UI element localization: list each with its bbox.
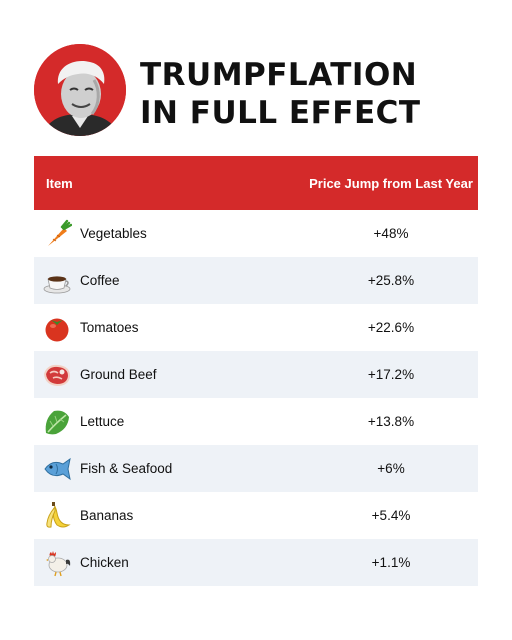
price-jump-value: +48% (373, 226, 409, 241)
price-table: Item Price Jump from Last Year Vegetable… (34, 156, 478, 586)
steak-icon (42, 360, 72, 390)
price-jump-value: +5.4% (371, 508, 411, 523)
headline-line-1: TRUMPFLATION (140, 57, 418, 93)
item-name: Tomatoes (80, 320, 139, 335)
item-name: Lettuce (80, 414, 125, 429)
table-row: Coffee +25.8% (34, 257, 478, 304)
header: TRUMPFLATION IN FULL EFFECT (34, 44, 478, 148)
item-name: Bananas (80, 508, 134, 523)
column-header-price-jump: Price Jump from Last Year (309, 175, 473, 191)
table-row: Ground Beef +17.2% (34, 351, 478, 398)
column-header-item: Item (46, 175, 73, 191)
headline: TRUMPFLATION IN FULL EFFECT (140, 56, 480, 132)
portrait-icon (34, 44, 126, 136)
table-header: Item Price Jump from Last Year (34, 156, 478, 210)
headline-line-2: IN FULL EFFECT (140, 95, 421, 131)
table-row: Lettuce +13.8% (34, 398, 478, 445)
item-name: Vegetables (80, 226, 147, 241)
tomato-icon (42, 313, 72, 343)
table-row: Tomatoes +22.6% (34, 304, 478, 351)
banana-icon (42, 501, 72, 531)
table-row: Bananas +5.4% (34, 492, 478, 539)
lettuce-icon (42, 407, 72, 437)
price-jump-value: +25.8% (367, 273, 415, 288)
price-jump-value: +22.6% (367, 320, 415, 335)
fish-icon (42, 454, 72, 484)
item-name: Chicken (80, 555, 129, 570)
item-name: Fish & Seafood (80, 461, 173, 476)
price-jump-value: +13.8% (367, 414, 415, 429)
table-row: Fish & Seafood +6% (34, 445, 478, 492)
rooster-icon (42, 548, 72, 578)
price-jump-value: +6% (377, 461, 405, 476)
item-name: Coffee (80, 273, 120, 288)
table-row: Chicken +1.1% (34, 539, 478, 586)
portrait-avatar (34, 44, 126, 136)
carrot-icon (42, 219, 72, 249)
item-name: Ground Beef (80, 367, 157, 382)
price-jump-value: +1.1% (371, 555, 411, 570)
price-jump-value: +17.2% (367, 367, 415, 382)
coffee-cup-icon (42, 266, 72, 296)
table-row: Vegetables +48% (34, 210, 478, 257)
